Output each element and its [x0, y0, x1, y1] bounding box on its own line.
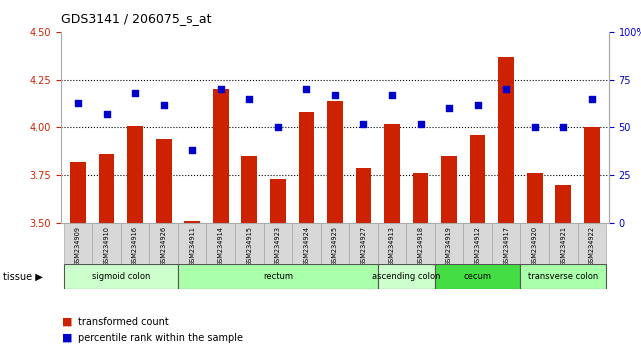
Bar	[121, 223, 149, 264]
Bar	[435, 264, 520, 289]
Bar	[63, 264, 178, 289]
Point	[158, 102, 169, 107]
Text: GSM234914: GSM234914	[218, 226, 224, 266]
Text: GSM234913: GSM234913	[389, 226, 395, 266]
Bar	[498, 57, 514, 223]
Text: ascending colon: ascending colon	[372, 272, 440, 281]
Bar	[470, 135, 485, 223]
Bar	[463, 223, 492, 264]
Text: rectum: rectum	[263, 272, 293, 281]
Bar	[156, 139, 172, 223]
Bar	[406, 223, 435, 264]
Bar	[206, 223, 235, 264]
Bar	[549, 223, 578, 264]
Bar	[320, 223, 349, 264]
Text: GSM234926: GSM234926	[161, 226, 167, 266]
Text: GSM234918: GSM234918	[417, 226, 424, 266]
Text: GSM234920: GSM234920	[532, 226, 538, 266]
Bar	[63, 223, 92, 264]
Point	[472, 102, 483, 107]
Point	[301, 86, 312, 92]
Text: cecum: cecum	[463, 272, 492, 281]
Bar	[356, 167, 371, 223]
Point	[329, 92, 340, 98]
Bar	[349, 223, 378, 264]
Point	[558, 125, 569, 130]
Bar	[584, 127, 600, 223]
Point	[101, 111, 112, 117]
Point	[387, 92, 397, 98]
Text: GSM234917: GSM234917	[503, 226, 509, 266]
Text: GSM234910: GSM234910	[104, 226, 110, 266]
Point	[444, 105, 454, 111]
Text: sigmoid colon: sigmoid colon	[92, 272, 150, 281]
Bar	[128, 126, 143, 223]
Text: ■: ■	[62, 333, 72, 343]
Bar	[384, 124, 400, 223]
Bar	[378, 223, 406, 264]
Bar	[213, 89, 229, 223]
Bar	[435, 223, 463, 264]
Bar	[99, 154, 114, 223]
Bar	[242, 156, 257, 223]
Point	[215, 86, 226, 92]
Text: GSM234915: GSM234915	[246, 226, 253, 266]
Point	[187, 148, 197, 153]
Bar	[149, 223, 178, 264]
Bar	[578, 223, 606, 264]
Text: GSM234921: GSM234921	[560, 226, 566, 266]
Bar	[92, 223, 121, 264]
Bar	[185, 221, 200, 223]
Text: transverse colon: transverse colon	[528, 272, 599, 281]
Bar	[327, 101, 343, 223]
Point	[244, 96, 254, 102]
Text: GDS3141 / 206075_s_at: GDS3141 / 206075_s_at	[61, 12, 212, 25]
Text: GSM234909: GSM234909	[75, 226, 81, 266]
Bar	[299, 112, 314, 223]
Text: GSM234911: GSM234911	[189, 226, 196, 266]
Text: GSM234924: GSM234924	[303, 226, 310, 266]
Text: GSM234912: GSM234912	[474, 226, 481, 266]
Point	[358, 121, 369, 126]
Text: GSM234916: GSM234916	[132, 226, 138, 266]
Bar	[413, 173, 428, 223]
Bar	[263, 223, 292, 264]
Point	[415, 121, 426, 126]
Text: GSM234925: GSM234925	[332, 226, 338, 266]
Text: GSM234922: GSM234922	[589, 226, 595, 266]
Point	[272, 125, 283, 130]
Bar	[292, 223, 320, 264]
Bar	[441, 156, 457, 223]
Text: percentile rank within the sample: percentile rank within the sample	[78, 333, 243, 343]
Text: GSM234927: GSM234927	[360, 226, 367, 266]
Bar	[527, 173, 542, 223]
Bar	[70, 162, 86, 223]
Bar	[178, 264, 378, 289]
Point	[587, 96, 597, 102]
Bar	[235, 223, 263, 264]
Bar	[178, 223, 206, 264]
Text: transformed count: transformed count	[78, 317, 169, 327]
Bar	[492, 223, 520, 264]
Text: GSM234923: GSM234923	[275, 226, 281, 266]
Text: ■: ■	[62, 317, 72, 327]
Bar	[556, 185, 571, 223]
Bar	[520, 223, 549, 264]
Bar	[270, 179, 286, 223]
Point	[73, 100, 83, 105]
Text: GSM234919: GSM234919	[446, 226, 452, 266]
Bar	[520, 264, 606, 289]
Point	[130, 90, 140, 96]
Bar	[378, 264, 435, 289]
Text: tissue ▶: tissue ▶	[3, 272, 43, 282]
Point	[529, 125, 540, 130]
Point	[501, 86, 512, 92]
